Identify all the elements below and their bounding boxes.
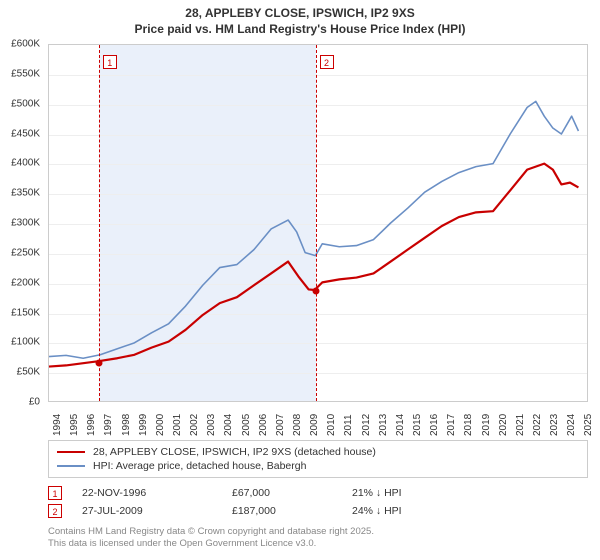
y-tick-label: £250K xyxy=(11,247,40,258)
x-tick-label: 2024 xyxy=(566,414,577,436)
x-tick-label: 1994 xyxy=(52,414,63,436)
legend-label: HPI: Average price, detached house, Babe… xyxy=(93,460,306,472)
marker-line-1 xyxy=(99,45,100,401)
event-hpi-diff: 24% ↓ HPI xyxy=(352,505,402,517)
x-tick-label: 2015 xyxy=(412,414,423,436)
x-tick-label: 1997 xyxy=(103,414,114,436)
x-tick-label: 2021 xyxy=(515,414,526,436)
x-tick-label: 2019 xyxy=(481,414,492,436)
attribution-line2: This data is licensed under the Open Gov… xyxy=(48,538,374,550)
event-date: 22-NOV-1996 xyxy=(82,487,232,499)
legend-swatch xyxy=(57,451,85,453)
x-tick-label: 2010 xyxy=(326,414,337,436)
event-row: 2 27-JUL-2009£187,00024% ↓ HPI xyxy=(48,502,588,520)
event-badge: 2 xyxy=(48,504,62,518)
event-badge: 1 xyxy=(48,486,62,500)
attribution-line1: Contains HM Land Registry data © Crown c… xyxy=(48,526,374,538)
plot-area: 12 xyxy=(48,44,588,402)
event-price: £187,000 xyxy=(232,505,352,517)
x-tick-label: 2007 xyxy=(275,414,286,436)
x-tick-label: 2011 xyxy=(343,414,354,436)
y-tick-label: £0 xyxy=(29,397,40,408)
series-price_paid xyxy=(49,164,578,367)
y-tick-label: £400K xyxy=(11,158,40,169)
line-series-svg xyxy=(49,45,587,401)
datapoint-2 xyxy=(312,288,319,295)
x-tick-label: 2013 xyxy=(378,414,389,436)
legend-label: 28, APPLEBY CLOSE, IPSWICH, IP2 9XS (det… xyxy=(93,446,376,458)
x-tick-label: 2006 xyxy=(258,414,269,436)
x-tick-label: 2009 xyxy=(309,414,320,436)
title-line2: Price paid vs. HM Land Registry's House … xyxy=(0,22,600,38)
chart-container: 28, APPLEBY CLOSE, IPSWICH, IP2 9XS Pric… xyxy=(0,0,600,560)
x-tick-label: 2017 xyxy=(446,414,457,436)
x-tick-label: 1999 xyxy=(138,414,149,436)
y-tick-label: £500K xyxy=(11,98,40,109)
x-tick-label: 2025 xyxy=(583,414,594,436)
chart-title: 28, APPLEBY CLOSE, IPSWICH, IP2 9XS Pric… xyxy=(0,0,600,37)
x-tick-label: 2003 xyxy=(206,414,217,436)
x-tick-label: 1995 xyxy=(69,414,80,436)
legend-item: 28, APPLEBY CLOSE, IPSWICH, IP2 9XS (det… xyxy=(57,445,579,459)
event-row: 1 22-NOV-1996£67,00021% ↓ HPI xyxy=(48,484,588,502)
x-axis-labels: 1994 1995 1996 1997 1998 1999 2000 2001 2002 2003… xyxy=(48,404,588,440)
y-axis-labels: £0£50K£100K£150K£200K£250K£300K£350K£400… xyxy=(0,44,44,402)
y-tick-label: £50K xyxy=(17,367,40,378)
y-tick-label: £150K xyxy=(11,307,40,318)
x-tick-label: 2016 xyxy=(429,414,440,436)
x-tick-label: 2004 xyxy=(223,414,234,436)
event-date: 27-JUL-2009 xyxy=(82,505,232,517)
x-tick-label: 2000 xyxy=(155,414,166,436)
marker-badge-1: 1 xyxy=(103,55,117,69)
x-tick-label: 2002 xyxy=(189,414,200,436)
x-tick-label: 2022 xyxy=(532,414,543,436)
marker-badge-2: 2 xyxy=(320,55,334,69)
legend-item: HPI: Average price, detached house, Babe… xyxy=(57,459,579,473)
x-tick-label: 2020 xyxy=(498,414,509,436)
x-tick-label: 2005 xyxy=(241,414,252,436)
y-tick-label: £600K xyxy=(11,39,40,50)
x-tick-label: 2008 xyxy=(292,414,303,436)
x-tick-label: 1998 xyxy=(121,414,132,436)
datapoint-1 xyxy=(95,360,102,367)
x-tick-label: 2012 xyxy=(361,414,372,436)
attribution: Contains HM Land Registry data © Crown c… xyxy=(48,526,374,551)
legend-swatch xyxy=(57,465,85,467)
legend: 28, APPLEBY CLOSE, IPSWICH, IP2 9XS (det… xyxy=(48,440,588,478)
y-tick-label: £100K xyxy=(11,337,40,348)
event-table: 1 22-NOV-1996£67,00021% ↓ HPI 2 27-JUL-2009… xyxy=(48,484,588,520)
x-tick-label: 1996 xyxy=(86,414,97,436)
marker-line-2 xyxy=(316,45,317,401)
title-line1: 28, APPLEBY CLOSE, IPSWICH, IP2 9XS xyxy=(0,6,600,22)
event-hpi-diff: 21% ↓ HPI xyxy=(352,487,402,499)
y-tick-label: £350K xyxy=(11,188,40,199)
x-tick-label: 2014 xyxy=(395,414,406,436)
x-tick-label: 2023 xyxy=(549,414,560,436)
y-tick-label: £300K xyxy=(11,218,40,229)
y-tick-label: £550K xyxy=(11,68,40,79)
x-tick-label: 2018 xyxy=(463,414,474,436)
series-hpi xyxy=(49,101,578,358)
x-tick-label: 2001 xyxy=(172,414,183,436)
y-tick-label: £200K xyxy=(11,277,40,288)
event-price: £67,000 xyxy=(232,487,352,499)
y-tick-label: £450K xyxy=(11,128,40,139)
